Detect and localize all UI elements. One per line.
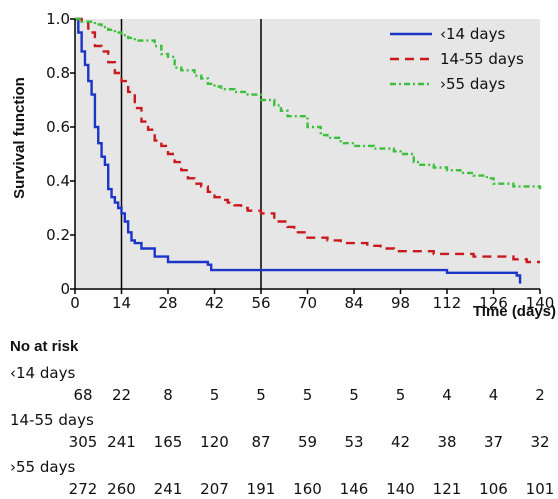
at-risk-cell: 37 [483,433,504,451]
reference-lines [120,19,262,289]
at-risk-cell: 42 [390,433,411,451]
series-line-2 [75,17,542,190]
x-tick-label: 84 [344,294,363,312]
at-risk-cell: 207 [200,480,229,498]
y-tick-label: 0.4 [46,172,70,190]
x-tick-label: 140 [526,294,555,312]
x-tick-label: 112 [433,294,462,312]
at-risk-cell: 191 [246,480,276,498]
x-tick-label: 14 [112,294,131,312]
at-risk-cell: 165 [153,433,183,451]
at-risk-cell: 106 [479,480,508,498]
survival-chart: 0 0.2 0.4 0.6 0.8 1.0 0 14 28 42 56 70 84 98 112 126 140… [11,10,556,320]
at-risk-group-label: ‹14 days [10,364,76,382]
at-risk-cell: 22 [111,386,132,404]
at-risk-title: No at risk [10,338,79,355]
at-risk-cell: 4 [488,386,499,404]
at-risk-cell: 101 [525,480,555,498]
legend: ‹14 days 14-55 days ›55 days [390,25,524,93]
y-tick-label: 1.0 [46,10,70,28]
at-risk-cell: 120 [200,433,229,451]
at-risk-cell: 260 [107,480,136,498]
series-line-1 [75,17,540,264]
at-risk-cell: 241 [107,433,136,451]
at-risk-cell: 5 [302,386,313,404]
plot-background [75,19,540,289]
x-tick-label: 28 [158,294,177,312]
at-risk-cell: 53 [344,433,364,451]
tick-labels: 0 0.2 0.4 0.6 0.8 1.0 0 14 28 42 56 70 84 98 112 126 140 [46,10,554,312]
at-risk-cell: 32 [530,433,550,451]
at-risk-cell: 5 [209,386,220,404]
at-risk-table: No at risk ‹14 days 68 22 8 5 5 5 5 5 4 4 2 14-55 da… [0,332,558,499]
at-risk-cell: 68 [73,386,93,404]
y-axis-label: Survival function [11,77,28,199]
y-tick-label: 0.2 [46,226,70,244]
legend-label-0: ‹14 days [440,25,505,43]
x-tick-label: 42 [205,294,224,312]
at-risk-cell: 305 [68,433,98,451]
legend-label-2: ›55 days [440,75,505,93]
at-risk-cell: 8 [163,386,173,404]
at-risk-cell: 2 [535,386,545,404]
at-risk-cell: 241 [153,480,183,498]
at-risk-cell: 4 [442,386,452,404]
series-layer [75,17,542,284]
at-risk-cell: 5 [256,386,266,404]
x-tick-label: 0 [70,294,80,312]
at-risk-cell: 59 [297,433,318,451]
at-risk-group-label: 14-55 days [10,411,94,429]
axes [70,18,541,294]
x-axis-label: Time (days) [473,303,556,320]
at-risk-cell: 38 [437,433,457,451]
at-risk-cell: 160 [293,480,322,498]
at-risk-cell: 146 [339,480,369,498]
legend-label-1: 14-55 days [440,50,524,68]
at-risk-cell: 87 [251,433,271,451]
at-risk-cell: 272 [68,480,98,498]
at-risk-cell: 5 [395,386,406,404]
x-tick-label: 98 [391,294,410,312]
at-risk-cell: 5 [349,386,359,404]
at-risk-cell: 121 [432,480,462,498]
at-risk-group-label: ›55 days [10,458,76,476]
x-tick-label: 56 [251,294,270,312]
y-tick-label: 0 [60,280,70,298]
x-tick-label: 70 [298,294,317,312]
y-tick-label: 0.6 [46,118,70,136]
y-tick-label: 0.8 [46,64,70,82]
series-line-0 [75,17,522,284]
at-risk-cell: 140 [386,480,415,498]
x-tick-label: 126 [479,294,508,312]
